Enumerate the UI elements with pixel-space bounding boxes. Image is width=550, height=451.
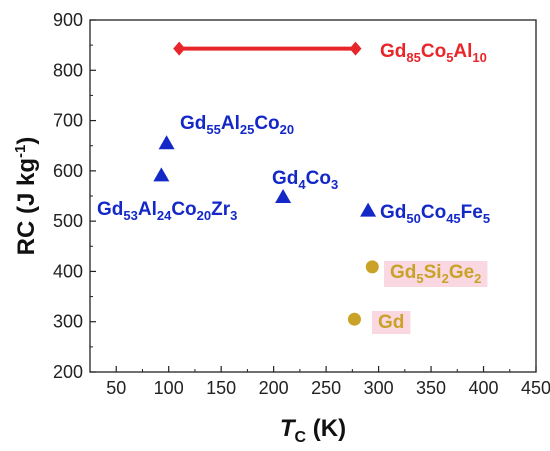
x-tick-label: 300 [364,378,394,398]
series-group: Gd55Al25Co20 [158,113,294,150]
triangle-marker [275,189,292,204]
x-tick-label: 200 [259,378,289,398]
series-label: Gd [378,312,404,333]
label-highlight [384,261,488,287]
y-tick-label: 900 [53,10,83,30]
plot-frame [89,19,537,373]
y-tick-label: 300 [53,312,83,332]
x-tick-label: 400 [469,378,499,398]
series-group: Gd [347,311,411,334]
series-label: Gd4Co3 [272,168,338,192]
series-label: Gd85Co5Al10 [380,41,487,65]
x-tick-label: 450 [521,378,550,398]
x-tick-label: 150 [206,378,236,398]
triangle-marker [360,202,377,217]
series-group: Gd4Co3 [272,168,338,204]
x-tick-label: 250 [311,378,341,398]
series-label: Gd55Al25Co20 [180,113,294,137]
y-tick-label: 700 [53,111,83,131]
x-axis-title: TC (K) [280,415,346,446]
x-tick-label: 100 [154,378,184,398]
diamond-marker [173,41,186,56]
series-label: Gd5Si2Ge2 [390,262,481,286]
y-tick-label: 600 [53,161,83,181]
series-group: Gd85Co5Al10 [173,41,487,65]
circle-marker [365,260,379,274]
series-label: Gd53Al24Co20Zr3 [97,199,237,223]
series-group: Gd50Co45Fe5 [360,202,490,226]
y-tick-label: 500 [53,211,83,231]
x-tick-label: 350 [416,378,446,398]
axis-ticks: 50 100 150 200 250 300 350 400 450 200 300 400 500 60… [53,10,550,398]
x-tick-label: 50 [106,378,126,398]
triangle-marker [158,135,175,150]
series-group: Gd5Si2Ge2 [365,260,488,287]
y-tick-label: 400 [53,261,83,281]
data-series: Gd85Co5Al10 Gd55Al25Co20 Gd53Al24Co20Zr3 Gd… [97,41,490,334]
y-tick-label: 200 [53,362,83,382]
triangle-marker [153,167,170,182]
y-tick-label: 800 [53,60,83,80]
label-highlight [372,311,411,334]
series-label: Gd50Co45Fe5 [380,202,490,226]
circle-marker [347,312,361,326]
diamond-marker [349,41,362,56]
y-axis-title: RC (J kg-1) [12,137,40,256]
series-group: Gd53Al24Co20Zr3 [97,167,237,223]
